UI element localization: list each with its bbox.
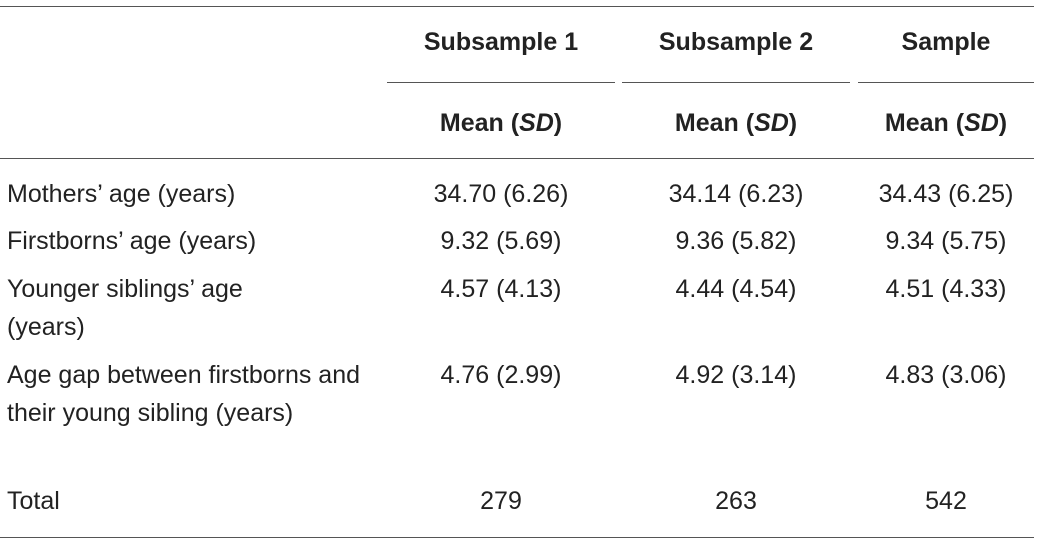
column-header-subsample-1: Subsample 1 bbox=[423, 28, 579, 56]
subheader-italic: SD bbox=[964, 109, 999, 137]
table-top-rule bbox=[0, 6, 1034, 7]
cell-mothers-age-subsample-1: 34.70 (6.26) bbox=[433, 180, 569, 208]
cell-firstborns-age-subsample-2: 9.36 (5.82) bbox=[675, 227, 797, 255]
cell-total-sample: 542 bbox=[925, 487, 967, 515]
subheader-text: Mean ( bbox=[439, 109, 520, 137]
row-label-younger-siblings-age: Younger siblings’ age (years) bbox=[7, 275, 243, 341]
cell-younger-siblings-age-sample: 4.51 (4.33) bbox=[885, 275, 1007, 303]
subheader-close: ) bbox=[998, 109, 1008, 137]
subheader-text: Mean ( bbox=[674, 109, 755, 137]
row-label-total: Total bbox=[7, 487, 60, 515]
cell-younger-siblings-age-subsample-2: 4.44 (4.54) bbox=[675, 275, 797, 303]
column-header-rule-2 bbox=[622, 82, 850, 83]
cell-younger-siblings-age-subsample-1: 4.57 (4.13) bbox=[440, 275, 562, 303]
cell-firstborns-age-sample: 9.34 (5.75) bbox=[885, 227, 1007, 255]
column-subheader-subsample-1: Mean (SD) bbox=[387, 108, 615, 138]
column-header-rule-1 bbox=[387, 82, 615, 83]
row-label-mothers-age: Mothers’ age (years) bbox=[7, 180, 236, 208]
row-label-firstborns-age: Firstborns’ age (years) bbox=[7, 227, 257, 255]
cell-mothers-age-sample: 34.43 (6.25) bbox=[878, 180, 1014, 208]
subheader-close: ) bbox=[788, 109, 798, 137]
column-header-subsample-2: Subsample 2 bbox=[658, 28, 814, 56]
column-header-sample: Sample bbox=[901, 28, 991, 56]
subheader-italic: SD bbox=[754, 109, 789, 137]
cell-age-gap-sample: 4.83 (3.06) bbox=[885, 361, 1007, 389]
cell-total-subsample-2: 263 bbox=[715, 487, 757, 515]
subheader-text: Mean ( bbox=[884, 109, 965, 137]
table-bottom-rule bbox=[0, 537, 1034, 538]
cell-age-gap-subsample-1: 4.76 (2.99) bbox=[440, 361, 562, 389]
cell-total-subsample-1: 279 bbox=[480, 487, 522, 515]
cell-mothers-age-subsample-2: 34.14 (6.23) bbox=[668, 180, 804, 208]
table-header-rule bbox=[0, 158, 1034, 159]
subheader-italic: SD bbox=[519, 109, 554, 137]
subheader-close: ) bbox=[553, 109, 563, 137]
column-header-rule-3 bbox=[858, 82, 1034, 83]
column-subheader-sample: Mean (SD) bbox=[858, 108, 1034, 138]
row-label-age-gap: Age gap between firstborns and their you… bbox=[7, 361, 361, 427]
cell-firstborns-age-subsample-1: 9.32 (5.69) bbox=[440, 227, 562, 255]
cell-age-gap-subsample-2: 4.92 (3.14) bbox=[675, 361, 797, 389]
column-subheader-subsample-2: Mean (SD) bbox=[622, 108, 850, 138]
